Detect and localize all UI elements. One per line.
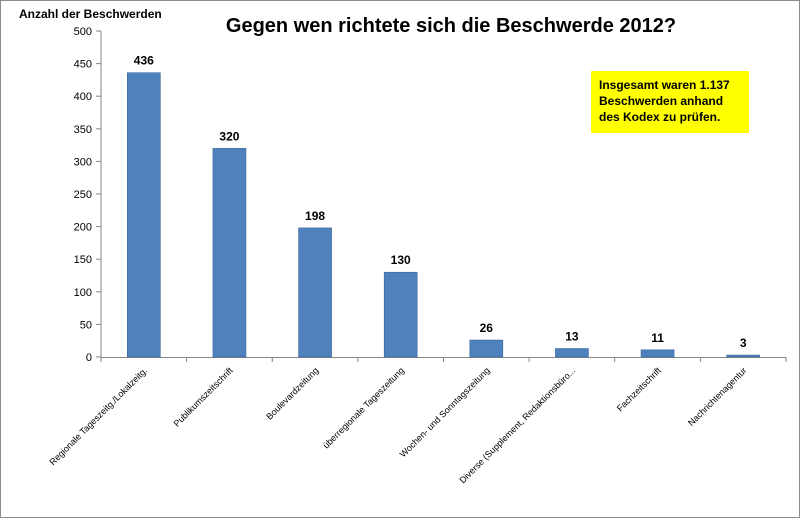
data-label: 3 [740,336,747,350]
bar [555,348,589,358]
x-tick-label: Boulevardzeitung [264,365,320,421]
bar [298,227,332,358]
bar [469,339,504,358]
y-tick-label: 250 [74,189,92,201]
data-label: 198 [305,209,325,223]
chart-title: Gegen wen richtete sich die Beschwerde 2… [226,15,676,37]
data-label: 320 [219,129,239,143]
x-tick-label: Wochen- und Sonntagszeitung [398,365,492,459]
x-tick-label: Fachzeitschrift [615,365,663,413]
x-tick-label: Regionale Tageszeitg./Lokalzeitg. [47,365,149,467]
y-tick-label: 0 [86,352,92,364]
data-label: 13 [565,330,579,344]
y-tick-label: 50 [80,319,92,331]
y-tick-label: 500 [74,26,92,38]
annotation-box: Insgesamt waren 1.137 Beschwerden anhand… [591,71,749,133]
bar [383,271,418,358]
x-tick-label: überregionale Tageszeitung [321,365,406,450]
x-tick-label: Publikumszeitschrift [172,365,236,429]
y-tick-label: 200 [74,222,92,234]
bar [726,354,760,358]
y-tick-label: 300 [74,156,92,168]
data-label: 11 [651,331,664,345]
y-tick-label: 350 [74,124,92,136]
y-tick-label: 400 [74,91,92,103]
data-label: 26 [480,321,494,335]
data-label: 130 [391,253,411,267]
data-label: 436 [134,54,154,68]
x-tick-label: Nachrichtenagentur [686,365,749,428]
bar [127,72,161,358]
y-tick-label: 150 [74,254,92,266]
y-axis-label: Anzahl der Beschwerden [19,7,162,21]
bar [212,148,247,358]
y-tick-label: 100 [74,287,92,299]
y-tick-label: 450 [74,59,92,71]
bar [640,349,675,358]
